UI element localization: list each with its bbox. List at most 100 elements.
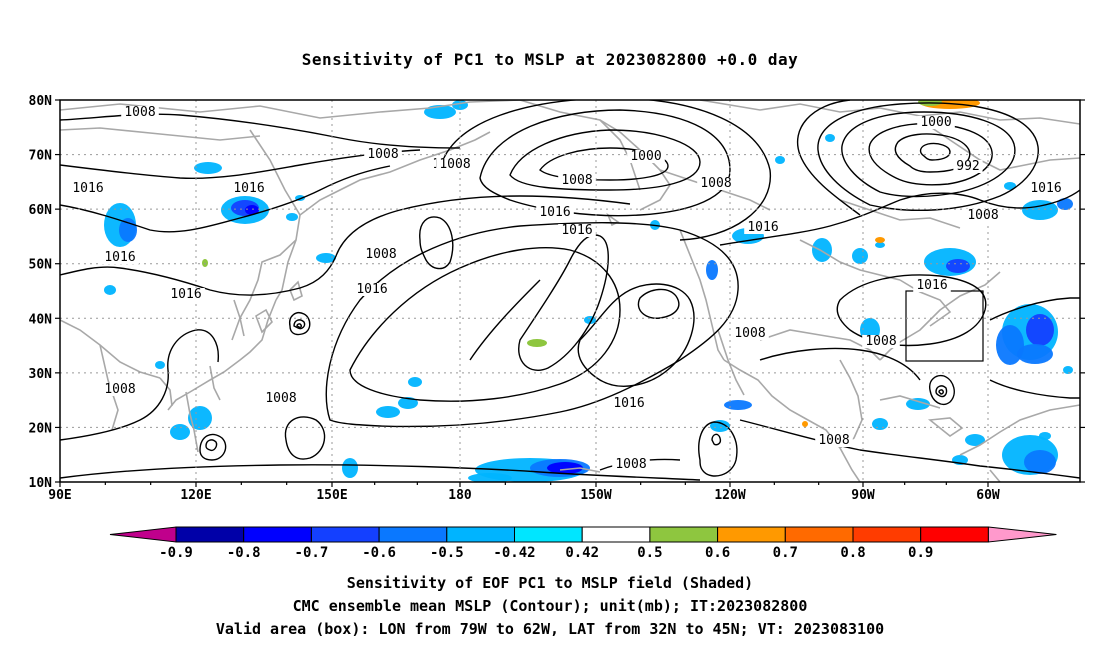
sensitivity-patch: [376, 406, 400, 418]
sensitivity-patch: [1063, 366, 1073, 374]
colorbar-segment: [310, 526, 380, 543]
colorbar-max-arrow: [987, 526, 1057, 543]
contour-label-bg: [627, 150, 665, 163]
caption-valid-area: Valid area (box): LON from 79W to 62W, L…: [215, 620, 885, 638]
colorbar-segment: [649, 526, 719, 543]
sensitivity-patch: [875, 242, 885, 248]
contour-label-bg: [917, 116, 955, 129]
sensitivity-patch: [710, 420, 730, 432]
contour-label-1008-kamchatka: 1008: [365, 247, 396, 262]
sensitivity-patch: [775, 156, 785, 164]
contour-label-1016-canada-west: 1016: [747, 220, 778, 235]
chart-title: Sensitivity of PC1 to MSLP at 2023082800…: [301, 50, 799, 69]
sensitivity-patch: [1017, 344, 1053, 364]
lon-label: 120W: [714, 488, 745, 503]
sensitivity-patch: [872, 418, 888, 430]
lon-label: 180: [448, 488, 472, 503]
contour-label-bg: [353, 283, 391, 296]
colorbar-segment: [514, 526, 583, 543]
contour-label-1016-subtropical-pacific: 1016: [613, 396, 644, 411]
contour-label-1008-alaska: 1008: [700, 176, 731, 191]
contour-label-bg: [536, 206, 574, 219]
lat-label: 70N: [29, 149, 53, 164]
contour-label-1008-india: 1008: [104, 382, 135, 397]
lat-label: 30N: [29, 367, 53, 382]
contour-label-bg: [558, 224, 596, 237]
lat-label: 80N: [29, 94, 53, 109]
contour-label-bg: [612, 458, 650, 471]
lat-label: 60N: [29, 203, 53, 218]
sensitivity-patch: [245, 205, 259, 215]
colorbar-segment: [784, 526, 854, 543]
sensitivity-patch: [1057, 198, 1073, 210]
sensitivity-patch: [104, 285, 116, 295]
contour-label-1008-tropical-pacific: 1008: [615, 457, 646, 472]
sensitivity-patch: [286, 213, 298, 221]
map-frame: [59, 99, 1081, 483]
contour-label-bg: [230, 182, 268, 195]
contour-label-bg: [913, 279, 951, 292]
sensitivity-patch: [1026, 314, 1054, 346]
lon-label: 90W: [851, 488, 875, 503]
contour-label-992-atlantic-low: 992: [956, 159, 979, 174]
valid-area-box: [905, 290, 984, 362]
contour-label-1016-central-asia: 1016: [72, 181, 103, 196]
sensitivity-patch: [1024, 450, 1056, 474]
colorbar-label: -0.6: [362, 545, 396, 561]
sensitivity-patch-positive: [202, 259, 208, 267]
colorbar-segment: [243, 526, 312, 543]
colorbar-label: -0.8: [227, 545, 261, 561]
longitude-axis: 90E 120E 150E 180 150W 120W 90W 60W: [48, 488, 1000, 503]
caption-contour: CMC ensemble mean MSLP (Contour); unit(m…: [292, 597, 808, 615]
contour-label-bg: [121, 106, 159, 119]
contour-label-bg: [697, 177, 735, 190]
sensitivity-patch: [1039, 432, 1051, 440]
contour-label-bg: [558, 174, 596, 187]
sensitivity-patch: [547, 462, 583, 474]
colorbar-segment: [175, 526, 245, 543]
sensitivity-patch: [724, 400, 752, 410]
sensitivity-patch: [706, 260, 718, 280]
contour-label-bg: [101, 251, 139, 264]
contour-label-1016-china: 1016: [170, 287, 201, 302]
contour-label-1000-alaska-low: 1000: [630, 149, 661, 164]
colorbar-segment: [920, 526, 989, 543]
contour-label-1008-north-pacific-edge: 1008: [124, 105, 155, 120]
sensitivity-patch: [342, 458, 358, 478]
sensitivity-patch-positive: [918, 100, 942, 106]
contour-label-bg: [964, 209, 1002, 222]
contour-label-1016-mongolia: 1016: [233, 181, 264, 196]
contour-label-1008-southeast-us: 1008: [865, 334, 896, 349]
sensitivity-patch: [170, 424, 190, 440]
contour-label-bg: [364, 148, 402, 161]
sensitivity-patch: [188, 406, 212, 430]
colorbar-label: -0.9: [159, 545, 193, 561]
sensitivity-patch: [155, 361, 165, 369]
colorbar-label: 0.7: [773, 545, 798, 561]
sensitivity-patch: [946, 259, 970, 273]
contour-label-bg: [362, 248, 400, 261]
contour-label-1008-bering: 1008: [439, 157, 470, 172]
contour-label-1016-gulf-alaska: 1016: [539, 205, 570, 220]
contour-label-1000-atlantic-low: 1000: [920, 115, 951, 130]
colorbar-label: -0.7: [295, 545, 329, 561]
colorbar-segment: [717, 526, 786, 543]
sensitivity-patch: [852, 248, 868, 264]
colorbar-label: 0.5: [637, 545, 662, 561]
colorbar: -0.9 -0.8 -0.7 -0.6 -0.5 -0.42 0.42 0.5 0.6 0.7 0.…: [109, 526, 1057, 561]
lon-label: 120E: [180, 488, 211, 503]
sensitivity-patch: [996, 325, 1024, 365]
lat-label: 40N: [29, 312, 53, 327]
sensitivity-patch: [398, 397, 418, 409]
lon-label: 60W: [976, 488, 1000, 503]
colorbar-segment: [852, 526, 922, 543]
latitude-axis: 80N 70N 60N 50N 40N 30N 20N 10N: [29, 94, 53, 491]
contour-label-bg: [1027, 182, 1065, 195]
sensitivity-patch: [812, 238, 832, 262]
contour-label-bg: [69, 182, 107, 195]
contour-label-1016-atlantic: 1016: [1030, 181, 1061, 196]
sensitivity-patch-positive: [802, 421, 808, 427]
sensitivity-patch: [194, 162, 222, 174]
contour-label-1008-canada: 1008: [561, 173, 592, 188]
contour-label-bg: [262, 392, 300, 405]
